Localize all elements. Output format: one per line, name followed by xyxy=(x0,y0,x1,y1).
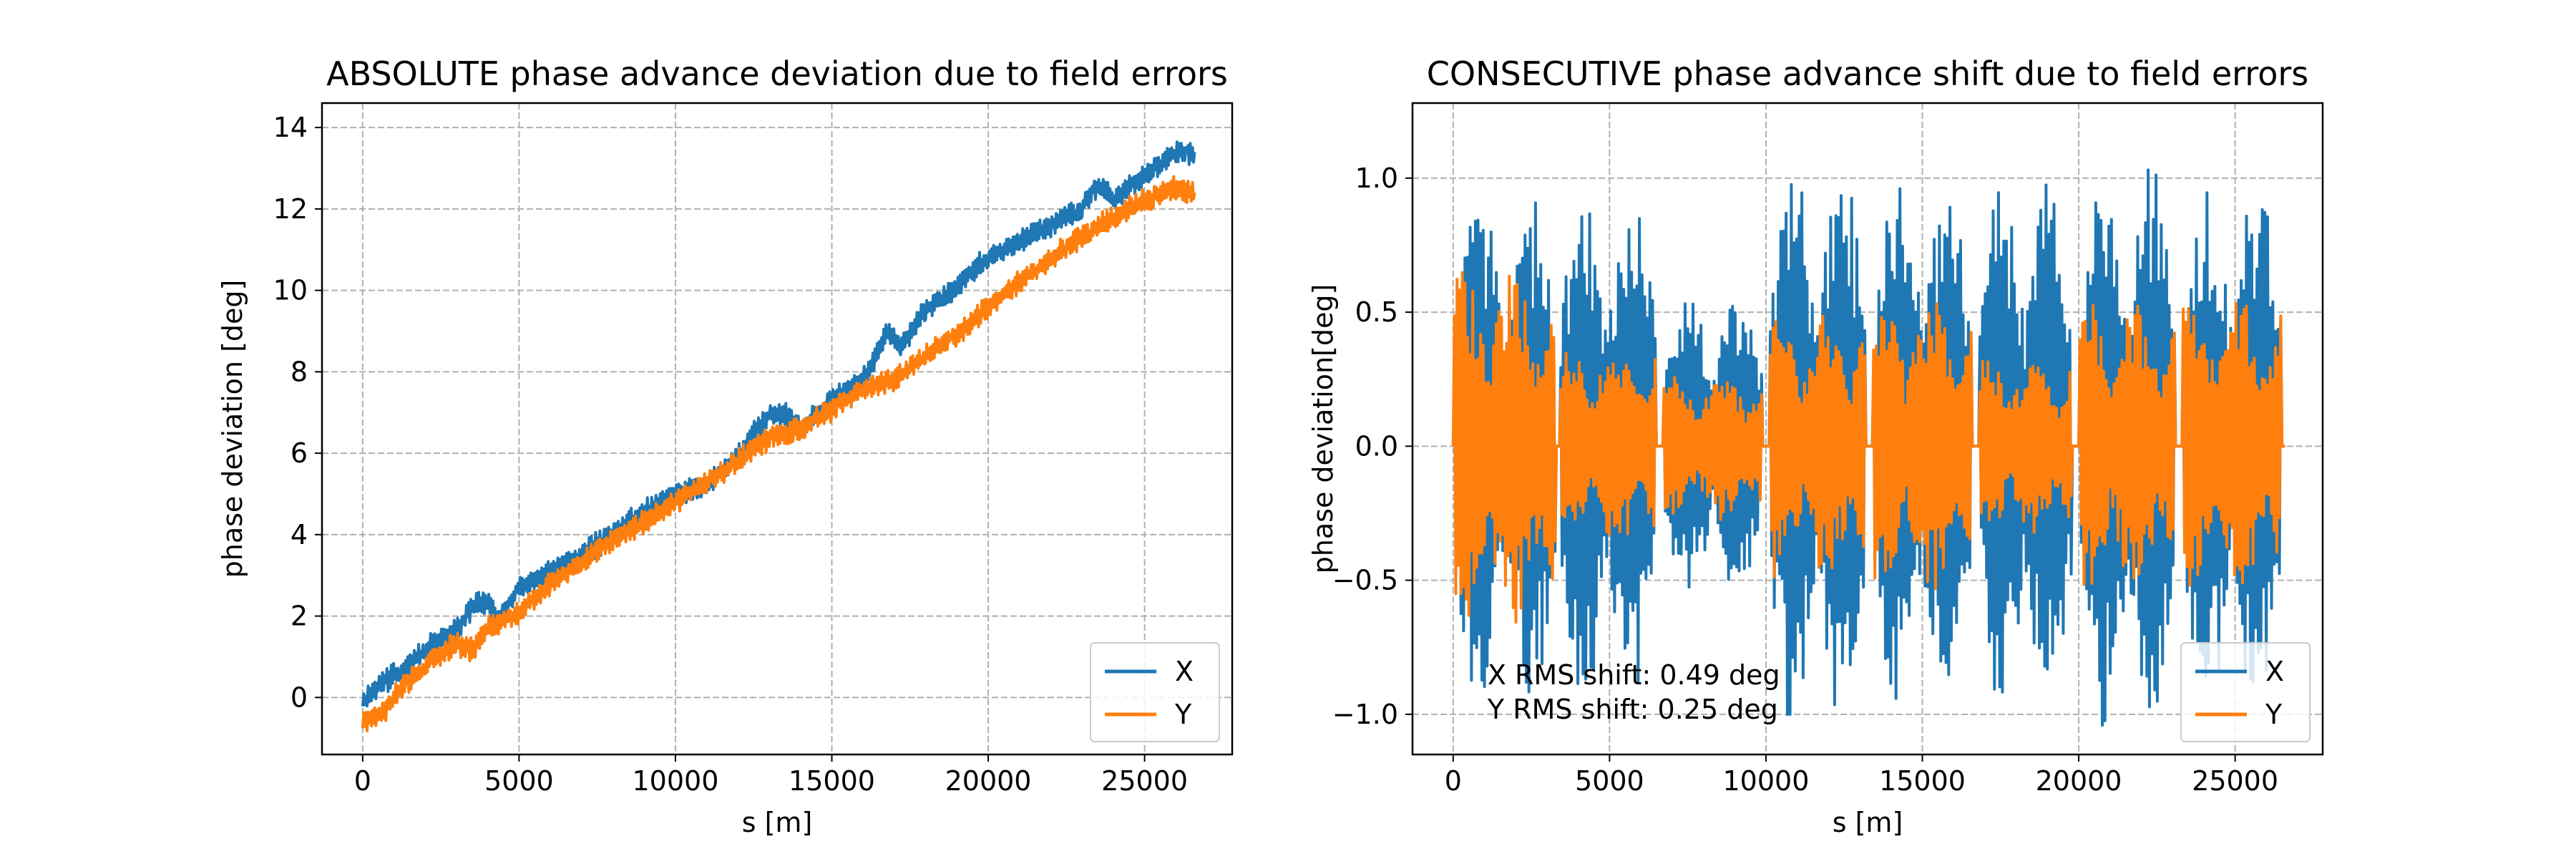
x-tick-label: 5000 xyxy=(1575,765,1644,797)
chart-title: CONSECUTIVE phase advance shift due to f… xyxy=(1427,54,2308,93)
y-tick-label: 8 xyxy=(291,356,308,387)
x-tick-label: 5000 xyxy=(484,765,554,797)
rms-annotation: X RMS shift: 0.49 deg xyxy=(1488,659,1780,691)
legend-label-y: Y xyxy=(1174,699,1192,730)
x-tick-label: 10000 xyxy=(1722,765,1809,797)
x-tick-label: 10000 xyxy=(632,765,718,797)
y-tick-label: 0.5 xyxy=(1355,296,1398,328)
y-tick-label: 6 xyxy=(291,437,308,469)
x-tick-label: 15000 xyxy=(1879,765,1966,797)
x-tick-label: 20000 xyxy=(945,765,1032,797)
y-tick-label: 2 xyxy=(291,601,308,632)
x-tick-label: 15000 xyxy=(789,765,875,797)
x-tick-label: 0 xyxy=(1445,765,1462,797)
x-tick-label: 20000 xyxy=(2036,765,2122,797)
x-tick-label: 25000 xyxy=(2192,765,2278,797)
legend-box xyxy=(1090,642,1220,742)
legend: XY xyxy=(2180,642,2311,742)
y-tick-label: −1.0 xyxy=(1332,699,1398,730)
chart-title: ABSOLUTE phase advance deviation due to … xyxy=(326,54,1228,93)
legend-label-x: X xyxy=(1175,656,1194,687)
y-tick-label: 12 xyxy=(273,193,308,225)
y-tick-label: −0.5 xyxy=(1332,565,1398,596)
y-axis-label: phase deviation[deg] xyxy=(1307,284,1339,574)
y-tick-label: 4 xyxy=(291,519,308,550)
axes-frame xyxy=(321,102,1234,756)
y-axis-label: phase deviation [deg] xyxy=(217,280,248,578)
series-line-y xyxy=(361,175,1196,732)
y-tick-label: 0 xyxy=(291,681,308,713)
x-axis-label: s [m] xyxy=(1833,807,1903,838)
y-tick-label: 14 xyxy=(273,112,308,143)
y-tick-label: 0.0 xyxy=(1355,430,1398,462)
x-axis-label: s [m] xyxy=(742,807,813,838)
legend-label-y: Y xyxy=(2265,699,2283,730)
series-line-y xyxy=(1451,271,2285,624)
legend-box xyxy=(2180,642,2311,742)
y-tick-label: 10 xyxy=(273,275,308,306)
legend-label-x: X xyxy=(2265,656,2284,687)
legend: XY xyxy=(1090,642,1220,742)
x-tick-label: 25000 xyxy=(1101,765,1188,797)
rms-annotation: Y RMS shift: 0.25 deg xyxy=(1487,694,1778,725)
chart-2: 0 5000 10000 15000 20000 25000 −1.0 −0.5 0.0 0.5 1… xyxy=(1307,54,2324,838)
y-tick-label: 1.0 xyxy=(1355,162,1398,194)
series-line-x xyxy=(361,140,1196,708)
axes-frame xyxy=(1411,102,2324,756)
x-tick-label: 0 xyxy=(354,765,371,797)
chart-1: 0 5000 10000 15000 20000 25000 0 2 4 6 8 10 12 14 ABSO… xyxy=(217,54,1234,838)
